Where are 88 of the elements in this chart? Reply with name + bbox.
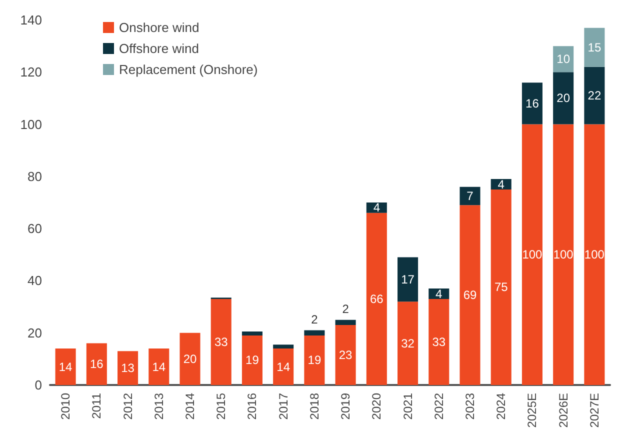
data-label: 14 xyxy=(152,360,166,374)
x-tick-label: 2025E xyxy=(525,393,540,428)
data-label: 19 xyxy=(246,353,260,368)
x-tick-label: 2015 xyxy=(214,392,228,420)
y-tick-label: 60 xyxy=(28,221,42,236)
x-tick-label: 2018 xyxy=(307,392,322,420)
data-label: 100 xyxy=(584,248,605,262)
y-tick-label: 120 xyxy=(20,64,42,80)
x-tick-label: 2022 xyxy=(432,392,446,420)
bar xyxy=(273,344,294,348)
data-label: 17 xyxy=(401,272,415,286)
y-tick-label: 100 xyxy=(20,116,42,132)
data-label: 4 xyxy=(498,177,505,192)
data-label: 33 xyxy=(432,334,446,349)
bar xyxy=(428,298,450,385)
bar xyxy=(118,351,138,385)
bar xyxy=(398,257,418,302)
data-label: 16 xyxy=(526,96,540,110)
data-label: 2 xyxy=(311,312,318,326)
bar xyxy=(304,335,325,385)
data-label: 14 xyxy=(58,360,73,374)
bar xyxy=(553,124,574,385)
data-label: 20 xyxy=(556,91,570,106)
x-tick-label: 2026E xyxy=(556,393,570,428)
x-tick-label: 2013 xyxy=(152,392,166,420)
x-tick-label: 2023 xyxy=(463,392,477,420)
x-tick-label: 2014 xyxy=(183,392,197,420)
x-tick-label: 2012 xyxy=(120,392,135,420)
data-label: 33 xyxy=(214,334,228,349)
data-label: 13 xyxy=(121,361,135,376)
data-label: 75 xyxy=(494,280,508,294)
bar xyxy=(398,302,418,385)
data-label: 20 xyxy=(183,352,197,366)
y-tick-label: 20 xyxy=(28,325,42,340)
bar xyxy=(584,124,605,385)
bar xyxy=(584,66,605,124)
bar xyxy=(210,298,232,385)
bar xyxy=(304,330,325,336)
bar xyxy=(553,72,574,124)
x-tick-label: 2010 xyxy=(58,392,73,420)
data-label: 4 xyxy=(436,286,443,301)
data-label: 23 xyxy=(338,348,353,362)
bar xyxy=(553,46,574,72)
bar xyxy=(335,325,356,385)
x-tick-label: 2021 xyxy=(400,392,415,420)
bar xyxy=(522,124,542,385)
x-tick-label: 2027E xyxy=(587,393,602,428)
bar xyxy=(242,332,262,336)
bar xyxy=(242,335,262,385)
data-label: 15 xyxy=(588,40,602,54)
bar xyxy=(180,332,200,385)
bar xyxy=(55,348,76,385)
data-label: 2 xyxy=(342,302,350,316)
x-tick-label: 2020 xyxy=(370,392,384,420)
x-tick-label: 2016 xyxy=(245,392,260,420)
data-label: 100 xyxy=(553,248,574,262)
data-label: 7 xyxy=(466,188,474,203)
x-tick-label: 2024 xyxy=(494,392,508,420)
bar xyxy=(335,320,356,326)
data-label: 66 xyxy=(370,292,384,306)
legend-label: Onshore wind xyxy=(119,20,200,35)
bar xyxy=(148,348,170,385)
data-label: 4 xyxy=(373,200,380,215)
y-tick-label: 40 xyxy=(28,273,42,288)
y-tick-label: 140 xyxy=(20,12,42,28)
data-label: 19 xyxy=(308,353,322,368)
bar xyxy=(584,28,605,67)
data-label: 14 xyxy=(276,360,290,374)
bar xyxy=(273,348,294,385)
x-tick-label: 2011 xyxy=(90,392,104,419)
data-label: 16 xyxy=(90,357,104,372)
legend-label: Replacement (Onshore) xyxy=(119,62,258,77)
bar xyxy=(460,205,480,385)
bar xyxy=(366,212,387,385)
y-tick-label: 80 xyxy=(28,168,42,184)
x-tick-label: 2017 xyxy=(276,392,290,420)
data-label: 32 xyxy=(401,336,415,350)
bar xyxy=(522,82,542,124)
data-label: 69 xyxy=(463,288,477,302)
bar xyxy=(490,189,512,385)
data-label: 100 xyxy=(522,248,543,262)
y-tick-label: 0 xyxy=(34,378,42,392)
data-label: 10 xyxy=(556,52,570,66)
legend-label: Offshore wind xyxy=(119,41,199,56)
x-tick-label: 2019 xyxy=(338,392,353,420)
bar xyxy=(460,186,480,206)
data-label: 22 xyxy=(588,88,602,103)
bar xyxy=(86,343,107,385)
